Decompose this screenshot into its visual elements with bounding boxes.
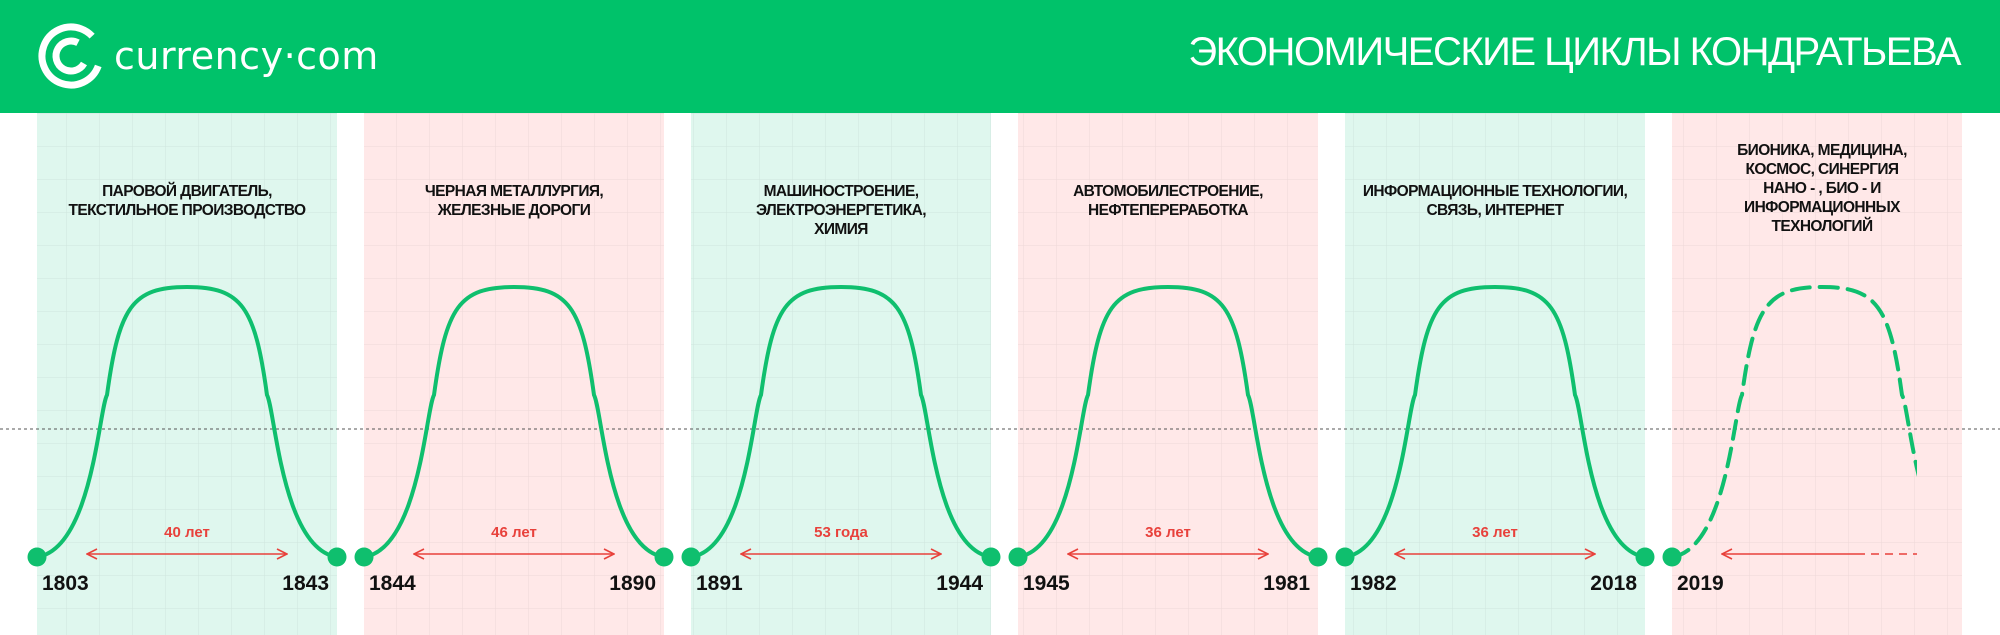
duration-label: 53 года (814, 524, 868, 541)
cycle-start-dot (27, 547, 47, 567)
cycle-end-year: 2018 (1590, 572, 1637, 595)
cycle-start-dot (1335, 547, 1355, 567)
cycle-curve-1 (35, 284, 339, 559)
cycle-label: ЧЕРНАЯ МЕТАЛЛУРГИЯ, ЖЕЛЕЗНЫЕ ДОРОГИ (425, 183, 604, 219)
cycle-band-grid (1672, 113, 1962, 635)
cycle-start-year: 1945 (1023, 572, 1070, 595)
cycle-band-grid (1345, 113, 1645, 635)
cycle-band-grid (691, 113, 991, 635)
cycle-label: ПАРОВОЙ ДВИГАТЕЛЬ, ТЕКСТИЛЬНОЕ ПРОИЗВОДСТ… (68, 182, 306, 219)
cycle-end-year: 1890 (609, 572, 656, 595)
header-bar: currency·com ЭКОНОМИЧЕСКИЕ ЦИКЛЫ КОНДРАТ… (0, 0, 2000, 113)
cycle-start-dot (681, 547, 701, 567)
cycle-start-dot (1662, 547, 1682, 567)
cycle-end-dot (1635, 547, 1655, 567)
currency-com-logo-icon (38, 23, 104, 89)
cycle-curve-6 (1670, 284, 1917, 559)
cycle-end-dot (654, 547, 674, 567)
logo-text: currency·com (114, 34, 379, 78)
cycle-end-year: 1981 (1263, 572, 1310, 595)
cycle-label: МАШИНОСТРОЕНИЕ, ЭЛЕКТРОЭНЕРГЕТИКА, ХИМИЯ (756, 183, 926, 238)
cycle-label: АВТОМОБИЛЕСТРОЕНИЕ, НЕФТЕПЕРЕРАБОТКА (1073, 183, 1263, 219)
page-title: ЭКОНОМИЧЕСКИЕ ЦИКЛЫ КОНДРАТЬЕВА (1188, 30, 1961, 74)
cycle-curve-2 (362, 284, 666, 559)
cycle-label: ИНФОРМАЦИОННЫЕ ТЕХНОЛОГИИ, СВЯЗЬ, ИНТЕРНЕ… (1363, 183, 1628, 219)
cycle-start-dot (354, 547, 374, 567)
cycle-curve-5 (1343, 284, 1647, 559)
duration-label: 36 лет (1145, 524, 1191, 541)
duration-label: 36 лет (1472, 524, 1518, 541)
cycle-band-grid (37, 113, 337, 635)
cycle-start-year: 2019 (1677, 572, 1724, 595)
cycle-start-year: 1982 (1350, 572, 1397, 595)
cycle-label: БИОНИКА, МЕДИЦИНА, КОСМОС, СИНЕРГИЯ НАНО -… (1737, 142, 1907, 235)
cycle-end-dot (1308, 547, 1328, 567)
cycles-diagram: 40 лет 46 лет 53 года 36 лет 36 лет ПАРОВОЙ … (0, 113, 2000, 635)
cycle-band-grid (1018, 113, 1318, 635)
cycle-start-dot (1008, 547, 1028, 567)
cycle-end-year: 1843 (282, 572, 329, 595)
duration-label: 40 лет (164, 524, 210, 541)
cycle-curve-3 (689, 284, 993, 559)
cycles-diagram-canvas: 40 лет 46 лет 53 года 36 лет 36 лет ПАРОВОЙ … (0, 113, 2000, 635)
logo[interactable]: currency·com (36, 22, 379, 90)
cycle-end-dot (981, 547, 1001, 567)
cycle-end-year: 1944 (936, 572, 983, 595)
cycle-start-year: 1803 (42, 572, 89, 595)
cycle-curve-4 (1016, 284, 1320, 559)
cycle-end-dot (327, 547, 347, 567)
cycle-start-year: 1844 (369, 572, 416, 595)
cycle-band-grid (364, 113, 664, 635)
duration-label: 46 лет (491, 524, 537, 541)
cycle-start-year: 1891 (696, 572, 743, 595)
